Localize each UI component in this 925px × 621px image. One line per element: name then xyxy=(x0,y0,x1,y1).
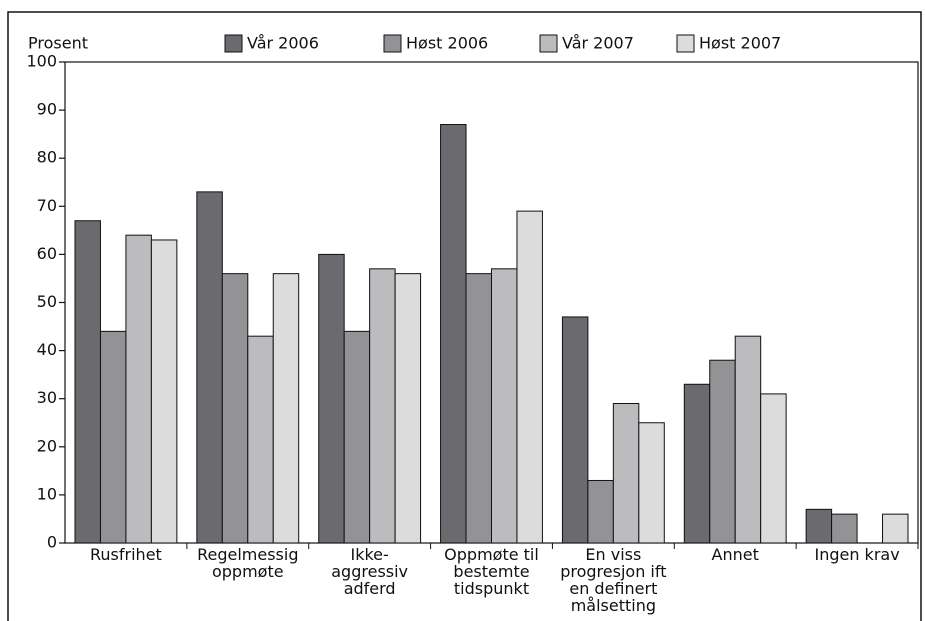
bar xyxy=(74,220,101,544)
bar xyxy=(831,513,858,544)
bar xyxy=(369,268,396,544)
bar xyxy=(196,191,223,544)
y-tick-label: 30 xyxy=(37,388,57,407)
y-tick-label: 100 xyxy=(26,52,57,71)
legend-label: Høst 2006 xyxy=(406,34,488,53)
x-tick-label: Oppmøte til bestemte tidspunkt xyxy=(444,545,539,598)
x-tick-label-line: målsetting xyxy=(571,596,656,615)
x-tick-label-line: bestemte xyxy=(453,562,529,581)
y-axis-label: Prosent xyxy=(28,34,88,53)
y-tick-label: 70 xyxy=(37,196,57,215)
x-tick-label-line: en definert xyxy=(569,579,657,598)
bar xyxy=(150,239,178,544)
bar xyxy=(491,268,518,544)
y-tick-label: 20 xyxy=(37,436,57,455)
x-tick-label: En viss progresjon ift en definert målsetti… xyxy=(560,545,666,615)
legend-swatch xyxy=(676,34,695,53)
bar xyxy=(561,316,589,544)
x-tick-label: Regelmessig oppmøte xyxy=(197,545,298,581)
bar xyxy=(440,124,467,544)
x-tick-label-line: oppmøte xyxy=(212,562,284,581)
bar xyxy=(760,393,787,544)
x-tick-label: Rusfrihet xyxy=(90,545,162,564)
bar xyxy=(805,508,833,544)
x-tick-label: Ingen krav xyxy=(814,545,899,564)
bar xyxy=(709,359,736,544)
legend-swatch xyxy=(383,34,402,53)
y-tick-label: 0 xyxy=(47,533,57,552)
x-tick-label-line: tidspunkt xyxy=(454,579,529,598)
x-tick-label-line: Oppmøte til xyxy=(444,545,539,564)
bar xyxy=(882,513,909,544)
x-tick-label-line: adferd xyxy=(344,579,396,598)
legend-label: Høst 2007 xyxy=(699,34,781,53)
x-tick-label-line: Regelmessig xyxy=(197,545,298,564)
bar xyxy=(318,253,345,544)
bar xyxy=(125,234,152,544)
frame xyxy=(7,11,922,621)
bar xyxy=(221,273,249,544)
x-tick-label-line: aggressiv xyxy=(331,562,408,581)
x-tick-label: Annet xyxy=(712,545,759,564)
bar xyxy=(516,210,543,544)
bar xyxy=(394,273,422,544)
y-tick-label: 90 xyxy=(37,100,57,119)
bar xyxy=(587,479,614,544)
x-tick-label-line: Ikke- xyxy=(350,545,388,564)
bar xyxy=(638,422,665,544)
bar xyxy=(734,335,762,544)
bar xyxy=(272,273,300,544)
bar xyxy=(343,330,371,544)
bar xyxy=(247,335,274,544)
bar xyxy=(612,403,640,544)
x-tick-label-line: En viss xyxy=(585,545,641,564)
legend-label: Vår 2007 xyxy=(562,34,634,53)
legend-label: Vår 2006 xyxy=(247,34,319,53)
x-tick-label: Ikke-aggressiv adferd xyxy=(331,545,408,598)
legend-swatch xyxy=(539,34,558,53)
x-tick-label-line: Ingen krav xyxy=(814,545,899,564)
x-tick-label-line: progresjon ift xyxy=(560,562,666,581)
x-tick-label-line: Rusfrihet xyxy=(90,545,162,564)
y-tick-label: 80 xyxy=(37,148,57,167)
y-tick-label: 10 xyxy=(37,484,57,503)
y-tick-label: 60 xyxy=(37,244,57,263)
bar xyxy=(465,273,492,544)
x-tick-label-line: Annet xyxy=(712,545,759,564)
bar xyxy=(683,383,711,544)
legend-swatch xyxy=(224,34,243,53)
y-tick-label: 50 xyxy=(37,292,57,311)
bar xyxy=(99,330,127,544)
y-tick-label: 40 xyxy=(37,340,57,359)
